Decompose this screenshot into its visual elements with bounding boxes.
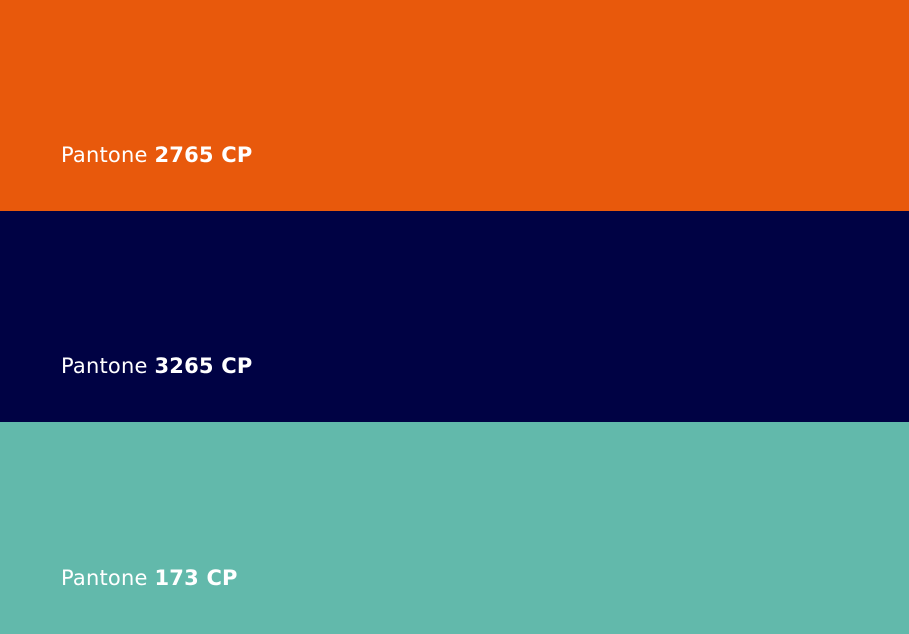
swatch-label: Pantone 173 CP bbox=[61, 566, 238, 590]
swatch-navy: Pantone 3265 CP bbox=[0, 211, 909, 422]
swatch-label-code: 2765 CP bbox=[154, 143, 253, 167]
swatch-label-code: 3265 CP bbox=[154, 354, 253, 378]
swatch-label-code: 173 CP bbox=[154, 566, 238, 590]
swatch-label: Pantone 2765 CP bbox=[61, 143, 252, 167]
swatch-orange: Pantone 2765 CP bbox=[0, 0, 909, 211]
swatch-label-prefix: Pantone bbox=[61, 566, 155, 590]
swatch-teal: Pantone 173 CP bbox=[0, 422, 909, 634]
swatch-label: Pantone 3265 CP bbox=[61, 354, 252, 378]
swatch-label-prefix: Pantone bbox=[61, 143, 155, 167]
swatch-label-prefix: Pantone bbox=[61, 354, 155, 378]
